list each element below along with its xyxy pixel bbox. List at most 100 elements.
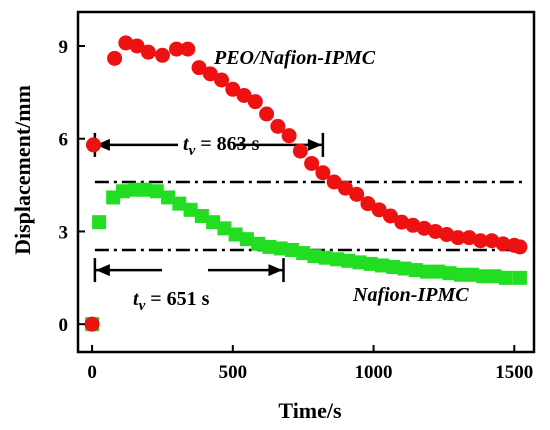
peo-data-point xyxy=(180,41,196,57)
nafion-data-point xyxy=(92,215,107,230)
peo-data-point xyxy=(202,66,218,82)
nafion-span-left-arrowhead xyxy=(95,264,110,277)
peo-data-point xyxy=(461,230,477,246)
peo-data-point xyxy=(270,118,286,134)
nafion-data-point xyxy=(397,261,412,276)
x-tick-label: 500 xyxy=(219,362,248,383)
peo-data-point xyxy=(214,72,230,88)
nafion-data-point xyxy=(442,266,457,281)
nafion-series-label: Nafion-IPMC xyxy=(352,284,469,306)
peo-data-point xyxy=(84,316,100,332)
nafion-data-point xyxy=(318,250,333,265)
y-tick-label: 6 xyxy=(59,130,69,151)
peo-data-point xyxy=(371,202,387,218)
peo-data-point xyxy=(315,165,331,181)
nafion-data-point xyxy=(228,227,243,242)
y-tick-label: 0 xyxy=(59,315,69,336)
nafion-data-point xyxy=(375,258,389,273)
nafion-data-point xyxy=(149,184,164,199)
peo-data-point xyxy=(236,87,252,103)
peo-data-point xyxy=(416,220,432,236)
nafion-data-point xyxy=(284,243,299,257)
nafion-data-point xyxy=(194,209,209,223)
peo-data-point xyxy=(107,50,123,66)
nafion-data-point xyxy=(161,190,176,205)
peo-data-point xyxy=(259,106,275,122)
peo-span-right-arrowhead xyxy=(307,138,322,151)
peo-tv-label: tv = 863 s xyxy=(183,133,260,159)
nafion-span-right-arrowhead xyxy=(268,264,283,277)
peo-data-point xyxy=(394,214,410,230)
peo-tv-subscript: v xyxy=(189,143,196,159)
nafion-data-point xyxy=(296,246,311,261)
plot-border xyxy=(76,10,536,354)
x-tick-label: 1500 xyxy=(495,362,533,383)
nafion-data-point xyxy=(487,269,502,284)
nafion-data-point xyxy=(206,215,221,230)
peo-data-point xyxy=(484,233,500,249)
nafion-data-point xyxy=(408,263,423,278)
nafion-data-point xyxy=(431,264,446,279)
peo-data-point xyxy=(326,174,342,190)
peo-data-point xyxy=(169,41,185,57)
nafion-data-point xyxy=(352,255,367,270)
nafion-data-point xyxy=(262,239,277,254)
y-tick-label: 9 xyxy=(59,37,69,58)
peo-data-point xyxy=(154,47,170,63)
peo-data-point xyxy=(129,38,145,54)
peo-data-point xyxy=(85,137,101,153)
nafion-data-point xyxy=(172,196,187,211)
nafion-data-point xyxy=(476,269,491,284)
nafion-tv-label: tv = 651 s xyxy=(133,288,210,314)
peo-data-point xyxy=(405,217,421,233)
peo-data-point xyxy=(304,155,320,171)
peo-data-point xyxy=(450,230,466,246)
y-axis-label: Displacement/mm xyxy=(10,85,35,255)
nafion-data-point xyxy=(116,184,131,199)
peo-data-point xyxy=(360,196,376,212)
nafion-data-point xyxy=(183,202,198,217)
peo-tv-value: = 863 s xyxy=(195,133,259,155)
peo-data-point xyxy=(292,143,308,159)
peo-data-point xyxy=(382,208,398,224)
y-tick-label: 3 xyxy=(59,222,69,243)
nafion-data-point xyxy=(341,253,356,268)
nafion-data-point xyxy=(329,252,344,267)
peo-data-point xyxy=(247,94,263,110)
nafion-data-point xyxy=(498,270,513,285)
peo-data-point xyxy=(337,180,353,196)
peo-series-label: PEO/Nafion-IPMC xyxy=(213,47,376,69)
peo-data-point xyxy=(512,239,528,255)
nafion-tv-subscript: v xyxy=(139,298,146,314)
nafion-tv-value: = 651 s xyxy=(145,288,209,310)
peo-data-point xyxy=(349,186,365,202)
nafion-data-point xyxy=(512,270,527,285)
peo-data-point xyxy=(225,81,241,97)
peo-data-point xyxy=(281,128,297,144)
peo-data-point xyxy=(118,35,134,51)
peo-data-point xyxy=(495,236,511,252)
peo-data-point xyxy=(140,44,156,60)
x-tick-label: 1000 xyxy=(355,362,393,383)
peo-data-point xyxy=(439,227,455,243)
nafion-data-point xyxy=(307,249,322,264)
nafion-data-point xyxy=(239,232,254,247)
nafion-data-point xyxy=(386,260,401,274)
x-tick-label: 0 xyxy=(87,362,97,383)
peo-tv-symbol: t xyxy=(183,133,190,155)
nafion-data-point xyxy=(453,267,468,282)
plot-frame xyxy=(76,10,536,354)
annotation-guides xyxy=(93,132,526,283)
peo-data-point xyxy=(427,223,443,239)
peo-data-point xyxy=(191,60,207,76)
nafion-data-point xyxy=(127,182,142,197)
nafion-data-point xyxy=(420,264,435,279)
nafion-data-point xyxy=(363,256,378,271)
series-layer xyxy=(84,35,528,332)
nafion-data-point xyxy=(465,267,480,282)
nafion-tv-symbol: t xyxy=(133,288,140,310)
nafion-data-point xyxy=(273,241,288,256)
nafion-data-point xyxy=(138,182,153,197)
axis-ticks: 0 500 1000 1500 0 3 6 9 xyxy=(59,37,534,383)
nafion-data-point xyxy=(251,236,266,251)
